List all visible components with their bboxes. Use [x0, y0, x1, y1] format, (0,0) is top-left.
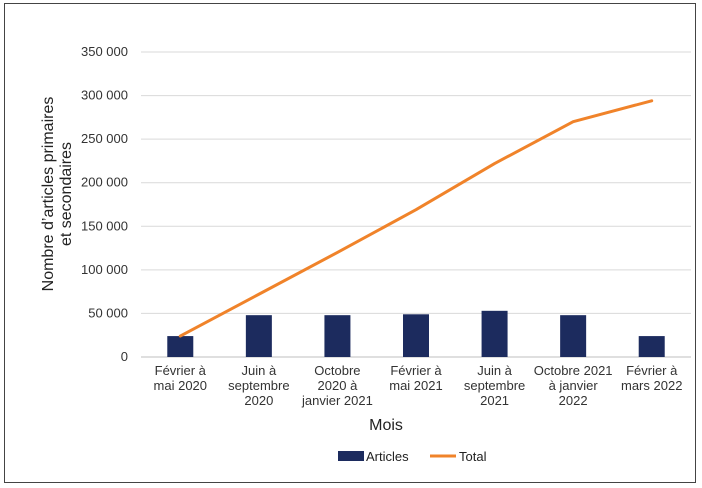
legend-swatch-articles [338, 451, 364, 461]
y-axis-title: Nombre d’articles primaireset secondaire… [40, 97, 75, 292]
line-series [178, 99, 654, 338]
y-tick-label: 250 000 [81, 131, 128, 146]
line-total [178, 99, 654, 338]
gridlines [141, 51, 691, 358]
x-tick-label: Octobre 2021 à janvier 2022 [534, 363, 613, 408]
bar-articles [481, 310, 508, 357]
x-tick-label: Octobre 2020 à janvier 2021 [301, 363, 373, 408]
legend: Articles Total [338, 449, 487, 464]
y-tick-label: 200 000 [81, 175, 128, 190]
legend-label-total: Total [459, 449, 487, 464]
bar-articles [245, 315, 272, 357]
x-tick-label: Février à mai 2020 [154, 363, 207, 393]
y-tick-label: 150 000 [81, 218, 128, 233]
x-axis-title: Mois [369, 417, 403, 434]
y-tick-label: 50 000 [88, 305, 128, 320]
legend-label-articles: Articles [366, 449, 409, 464]
bar-articles [403, 314, 429, 357]
y-tick-label: 300 000 [81, 88, 128, 103]
y-tick-label: 100 000 [81, 262, 128, 277]
bar-articles [560, 315, 587, 357]
bar-series [167, 310, 665, 357]
bar-articles [324, 315, 351, 357]
y-tick-label: 0 [121, 349, 128, 364]
bar-articles [167, 336, 194, 357]
x-tick-label: Février à mars 2022 [621, 363, 682, 393]
y-tick-label: 350 000 [81, 44, 128, 59]
y-axis-ticks: 0 50 000 100 000 150 000 200 000 250 000 300 0… [81, 44, 128, 364]
combo-chart: 0 50 000 100 000 150 000 200 000 250 000 300 0… [40, 44, 691, 464]
x-tick-label: Février à mai 2021 [389, 363, 442, 393]
bar-articles [638, 336, 665, 357]
chart-frame: 0 50 000 100 000 150 000 200 000 250 000 300 0… [4, 3, 696, 483]
x-tick-label: Juin à septembre 2020 [228, 363, 289, 408]
x-tick-label: Juin à septembre 2021 [464, 363, 525, 408]
x-axis-ticks: Février à mai 2020 Juin à septembre 2020 Octo… [154, 363, 683, 408]
